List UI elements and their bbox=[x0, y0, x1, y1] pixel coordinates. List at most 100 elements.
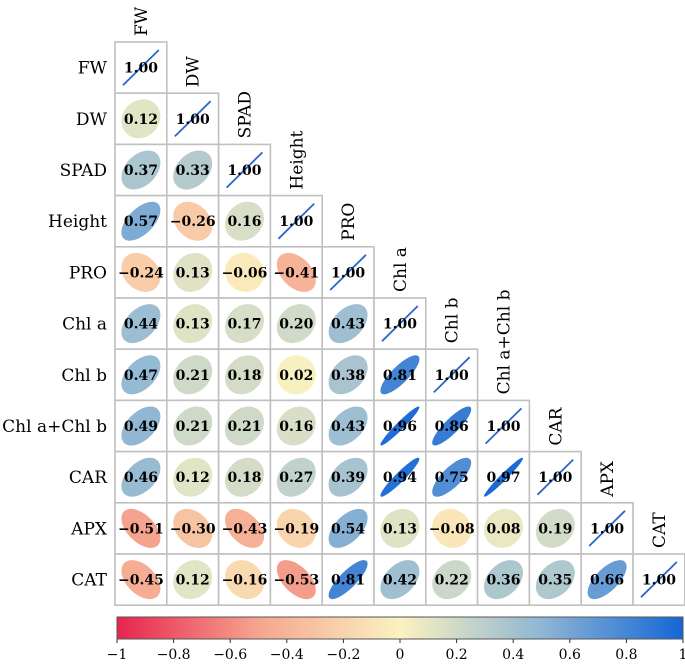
cell-cat-pro: 0.81 bbox=[321, 553, 375, 607]
colorbar-tick-label: −1 bbox=[107, 647, 128, 663]
diagonal-line bbox=[174, 100, 212, 138]
col-label-cat: CAT bbox=[650, 512, 670, 548]
cell-value: −0.24 bbox=[118, 265, 164, 281]
cell-value: 0.37 bbox=[124, 163, 158, 179]
correlation-ellipse bbox=[173, 201, 213, 241]
cell-chl-a-chl-b-fw: 0.49 bbox=[114, 399, 168, 453]
correlation-ellipse bbox=[121, 252, 161, 292]
cell-chl-a-chl-b-pro: 0.43 bbox=[321, 399, 375, 453]
cell-value: 0.75 bbox=[435, 470, 469, 486]
correlation-ellipse bbox=[121, 457, 161, 497]
cell-car-fw: 0.46 bbox=[114, 450, 168, 504]
diagonal-line bbox=[588, 510, 626, 547]
cell-chl-a-chl-b-chl-b: 0.86 bbox=[424, 399, 479, 453]
correlation-ellipse bbox=[121, 304, 161, 344]
correlation-ellipse bbox=[121, 355, 161, 395]
cell-dw-dw: 1.00 bbox=[166, 92, 220, 146]
correlation-ellipse bbox=[432, 560, 472, 600]
cell-apx-chl-a: 0.13 bbox=[373, 501, 427, 555]
cell-value: 0.18 bbox=[227, 470, 261, 486]
correlation-ellipse bbox=[380, 457, 420, 497]
cell-value: 0.17 bbox=[227, 317, 261, 333]
correlation-ellipse bbox=[225, 355, 265, 395]
cell-height-height: 1.00 bbox=[269, 194, 323, 248]
cell-value: 0.36 bbox=[486, 573, 520, 589]
cell-value: 0.13 bbox=[176, 265, 210, 281]
correlation-ellipse bbox=[121, 99, 161, 139]
correlation-ellipse bbox=[173, 457, 213, 497]
cell-value: −0.51 bbox=[118, 521, 164, 537]
correlation-ellipse bbox=[276, 560, 316, 600]
cell-pro-height: −0.41 bbox=[269, 246, 323, 299]
diagonal-line bbox=[225, 151, 264, 189]
diagonal-line bbox=[433, 356, 471, 394]
row-label-dw: DW bbox=[76, 110, 108, 130]
cell-value: 0.12 bbox=[176, 573, 210, 589]
col-label-pro: PRO bbox=[339, 203, 359, 241]
cell-chl-b-fw: 0.47 bbox=[114, 348, 168, 402]
cell-apx-height: −0.19 bbox=[269, 501, 323, 555]
cell-fw-fw: 1.00 bbox=[114, 41, 168, 95]
colorbar-tick-label: −0.4 bbox=[270, 647, 304, 663]
cell-apx-fw: −0.51 bbox=[114, 501, 168, 555]
cell-chl-a-height: 0.20 bbox=[269, 297, 323, 351]
colorbar-tick-label: 0.6 bbox=[559, 647, 581, 663]
row-label-pro: PRO bbox=[69, 263, 107, 283]
cell-chl-b-height: 0.02 bbox=[269, 348, 323, 402]
cell-value: 0.12 bbox=[124, 112, 158, 128]
correlation-ellipse bbox=[121, 201, 161, 241]
cell-car-pro: 0.39 bbox=[321, 450, 375, 504]
correlation-ellipse bbox=[173, 560, 213, 600]
correlation-ellipse bbox=[173, 508, 213, 548]
cell-car-spad: 0.18 bbox=[217, 450, 272, 504]
diagonal-line bbox=[536, 458, 574, 496]
cell-value: −0.41 bbox=[273, 265, 319, 281]
diagonal-line bbox=[381, 305, 419, 342]
cell-car-dw: 0.12 bbox=[166, 450, 220, 504]
correlation-ellipse bbox=[535, 508, 575, 548]
correlation-ellipse bbox=[121, 150, 161, 190]
cell-value: 0.46 bbox=[124, 470, 158, 486]
cell-chl-a-chl-b-chl-a: 0.96 bbox=[373, 399, 427, 453]
cell-chl-a-pro: 0.43 bbox=[321, 297, 375, 351]
col-label-chl-a: Chl a bbox=[391, 247, 411, 292]
correlation-ellipse bbox=[276, 508, 316, 548]
col-label-car: CAR bbox=[546, 406, 566, 445]
cell-value: 0.57 bbox=[124, 214, 158, 230]
cell-value: 0.21 bbox=[227, 419, 261, 435]
cell-value: 0.27 bbox=[279, 470, 313, 486]
cell-pro-fw: −0.24 bbox=[114, 246, 168, 299]
cell-value: −0.43 bbox=[222, 521, 268, 537]
diagonal-line bbox=[329, 254, 367, 291]
cell-value: 0.43 bbox=[331, 317, 365, 333]
cell-value: 1.00 bbox=[383, 317, 417, 333]
cell-value: 0.13 bbox=[383, 521, 417, 537]
colorbar-tick-label: −0.6 bbox=[213, 647, 247, 663]
cell-chl-b-chl-a: 0.81 bbox=[373, 348, 427, 402]
correlation-ellipse bbox=[535, 560, 575, 600]
diagonal-line bbox=[277, 202, 315, 240]
correlation-ellipse bbox=[380, 406, 420, 446]
cell-value: 1.00 bbox=[331, 265, 365, 281]
correlation-ellipse bbox=[328, 355, 368, 395]
correlation-ellipse bbox=[225, 201, 265, 241]
colorbar-tick-label: 0.8 bbox=[615, 647, 637, 663]
cell-value: 0.19 bbox=[538, 521, 572, 537]
cell-chl-a-spad: 0.17 bbox=[217, 297, 272, 351]
cell-value: 0.47 bbox=[124, 368, 158, 384]
cell-cat-apx: 0.66 bbox=[580, 553, 634, 607]
cell-chl-b-pro: 0.38 bbox=[321, 348, 375, 402]
col-label-chl-b: Chl b bbox=[443, 297, 463, 343]
correlation-ellipse bbox=[225, 560, 265, 600]
cell-chl-b-chl-b: 1.00 bbox=[424, 348, 479, 402]
cell-spad-dw: 0.33 bbox=[166, 143, 220, 197]
cell-car-car: 1.00 bbox=[528, 450, 583, 504]
correlation-ellipse bbox=[225, 457, 265, 497]
colorbar-tick-label: 1 bbox=[679, 647, 685, 663]
cell-value: 1.00 bbox=[227, 163, 261, 179]
cell-value: 0.02 bbox=[279, 368, 313, 384]
colorbar-gradient bbox=[116, 616, 684, 640]
correlation-ellipse bbox=[484, 560, 524, 600]
correlation-ellipse bbox=[224, 508, 264, 548]
